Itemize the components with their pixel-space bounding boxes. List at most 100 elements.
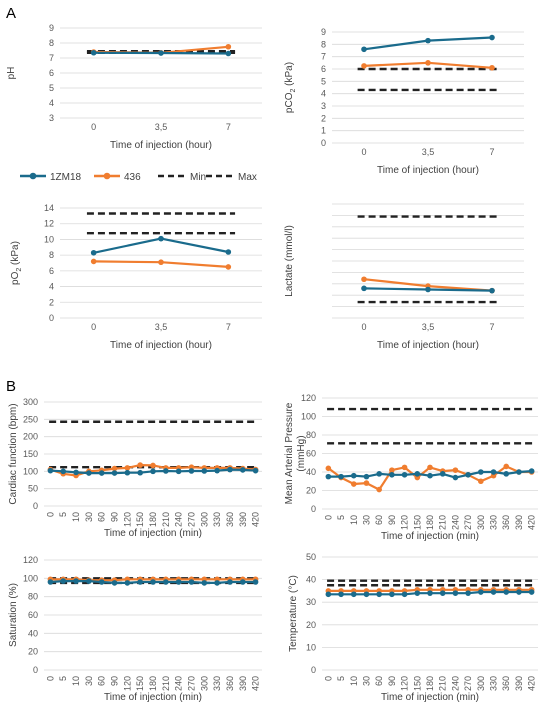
x-tick-label: 420 — [527, 676, 537, 691]
x-tick-label: 300 — [476, 676, 486, 691]
data-point-1zm18 — [338, 591, 344, 598]
data-point-1zm18 — [350, 591, 357, 598]
y-tick-label: 50 — [306, 552, 316, 562]
chart-1: 3 4 5 6 7 8 9 0 3,5 7 Time of injection (hour) pH — [6, 23, 262, 151]
x-tick-label: 150 — [412, 676, 422, 691]
data-point-1zm18 — [90, 249, 97, 256]
x-tick-label: 210 — [161, 676, 171, 691]
y-tick-label: 6 — [321, 64, 326, 74]
data-point-1zm18 — [361, 285, 367, 292]
x-tick-label: 240 — [450, 676, 460, 691]
x-tick-label: 330 — [489, 676, 499, 691]
y-tick-label: 8 — [49, 38, 54, 48]
data-point-1zm18 — [439, 590, 446, 596]
y-tick-label: 1 — [321, 126, 326, 136]
x-tick-label: 3,5 — [422, 147, 435, 157]
x-tick-label: 5 — [58, 512, 68, 517]
x-tick-label: 240 — [174, 512, 184, 527]
data-point-1zm18 — [452, 590, 459, 596]
data-point-436 — [350, 481, 357, 487]
data-point-436 — [361, 276, 367, 283]
x-tick-label: 270 — [186, 512, 196, 527]
x-tick-label: 150 — [135, 676, 145, 691]
data-point-1zm18 — [163, 579, 169, 585]
data-point-1zm18 — [214, 580, 220, 586]
data-point-1zm18 — [239, 467, 246, 473]
y-axis-label: pCO2 (kPa) — [284, 62, 297, 113]
y-tick-label: 150 — [23, 449, 38, 459]
data-point-436 — [150, 462, 156, 469]
y-tick-label: 10 — [306, 642, 316, 652]
y-tick-label: 7 — [49, 53, 54, 63]
y-tick-label: 5 — [49, 83, 54, 93]
data-point-436 — [401, 464, 408, 471]
x-tick-label: 5 — [336, 676, 346, 681]
y-tick-label: 8 — [321, 39, 326, 49]
data-point-1zm18 — [490, 589, 497, 595]
data-point-1zm18 — [175, 468, 182, 475]
data-point-1zm18 — [73, 469, 79, 476]
y-axis-label: Mean Arterial Pressure — [284, 402, 295, 504]
x-tick-label: 0 — [361, 147, 366, 157]
x-tick-label: 3,5 — [155, 122, 168, 132]
x-tick-label: 10 — [349, 515, 359, 525]
data-point-1zm18 — [401, 591, 408, 598]
x-tick-label: 60 — [97, 676, 107, 686]
data-point-1zm18 — [188, 468, 195, 474]
data-point-1zm18 — [201, 468, 208, 474]
data-point-436 — [376, 486, 382, 493]
y-axis-label: Lactate (mmol/l) — [284, 225, 295, 297]
data-point-1zm18 — [427, 472, 433, 479]
y-axis-label: pH — [6, 67, 17, 80]
data-point-1zm18 — [528, 589, 535, 595]
data-point-1zm18 — [201, 580, 208, 586]
data-point-1zm18 — [489, 34, 495, 41]
data-point-1zm18 — [252, 467, 259, 474]
x-tick-label: 120 — [122, 512, 132, 527]
x-axis-label: Time of injection (min) — [381, 692, 479, 703]
y-tick-label: 60 — [306, 449, 316, 459]
data-point-1zm18 — [389, 591, 395, 598]
data-point-1zm18 — [124, 469, 131, 476]
data-point-1zm18 — [389, 471, 395, 478]
x-tick-label: 270 — [186, 676, 196, 691]
x-tick-label: 10 — [71, 512, 81, 522]
data-point-1zm18 — [361, 46, 367, 53]
data-point-1zm18 — [111, 580, 118, 586]
data-point-436 — [111, 465, 118, 472]
y-tick-label: 4 — [49, 282, 54, 292]
x-tick-label: 7 — [489, 147, 494, 157]
x-tick-label: 90 — [387, 515, 397, 525]
y-tick-label: 20 — [28, 647, 38, 657]
x-tick-label: 360 — [501, 515, 511, 530]
data-point-1zm18 — [86, 578, 92, 584]
x-tick-label: 270 — [463, 515, 473, 530]
data-point-436 — [489, 64, 495, 71]
y-tick-label: 80 — [306, 430, 316, 440]
y-tick-label: 9 — [49, 23, 54, 33]
data-point-1zm18 — [439, 471, 446, 477]
data-point-1zm18 — [124, 580, 131, 586]
x-tick-label: 210 — [161, 512, 171, 527]
data-point-1zm18 — [363, 591, 370, 598]
y-tick-label: 120 — [301, 393, 316, 403]
data-point-1zm18 — [414, 471, 421, 477]
x-tick-label: 420 — [251, 676, 261, 691]
data-point-1zm18 — [225, 50, 232, 57]
y-tick-label: 3 — [49, 113, 54, 123]
data-point-1zm18 — [376, 591, 382, 598]
data-point-1zm18 — [252, 579, 259, 585]
data-point-1zm18 — [325, 473, 332, 480]
y-tick-label: 0 — [321, 138, 326, 148]
y-tick-label: 0 — [33, 665, 38, 675]
data-point-436 — [452, 467, 459, 473]
x-tick-label: 390 — [514, 676, 524, 691]
data-point-1zm18 — [175, 579, 182, 585]
data-point-1zm18 — [363, 473, 370, 480]
legend-label-436: 436 — [124, 172, 141, 183]
data-point-1zm18 — [163, 468, 169, 474]
data-point-1zm18 — [150, 468, 156, 475]
data-point-436 — [325, 465, 332, 472]
